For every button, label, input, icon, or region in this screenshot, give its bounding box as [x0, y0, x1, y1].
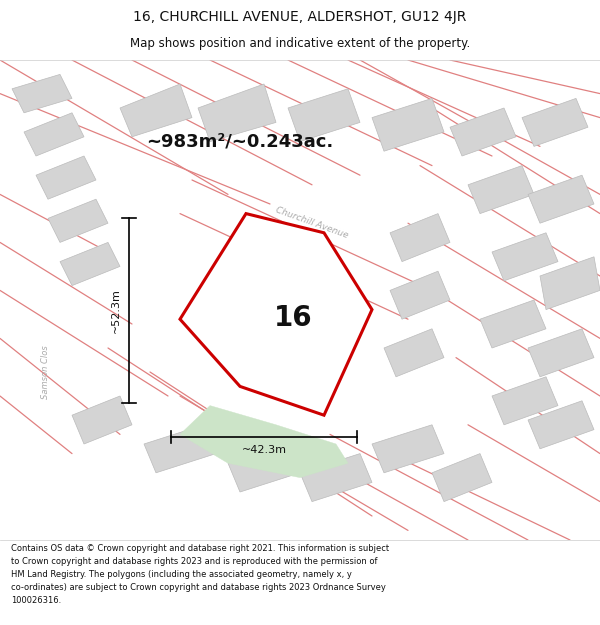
Polygon shape [492, 377, 558, 425]
Polygon shape [468, 166, 534, 214]
Polygon shape [492, 232, 558, 281]
Polygon shape [480, 300, 546, 348]
Polygon shape [528, 329, 594, 377]
Polygon shape [450, 108, 516, 156]
Polygon shape [198, 84, 276, 142]
Polygon shape [144, 425, 216, 472]
Polygon shape [522, 98, 588, 146]
Polygon shape [228, 444, 300, 492]
Polygon shape [36, 156, 96, 199]
Polygon shape [390, 271, 450, 319]
Polygon shape [180, 214, 372, 415]
Text: 16, CHURCHILL AVENUE, ALDERSHOT, GU12 4JR: 16, CHURCHILL AVENUE, ALDERSHOT, GU12 4J… [133, 10, 467, 24]
Text: ~52.3m: ~52.3m [111, 288, 121, 333]
Text: 16: 16 [274, 304, 313, 332]
Polygon shape [390, 214, 450, 262]
Text: Map shows position and indicative extent of the property.: Map shows position and indicative extent… [130, 37, 470, 50]
Polygon shape [48, 199, 108, 242]
Polygon shape [288, 89, 360, 142]
Polygon shape [372, 425, 444, 472]
Polygon shape [120, 84, 192, 137]
Polygon shape [72, 396, 132, 444]
Text: Samson Clos: Samson Clos [41, 345, 49, 399]
Polygon shape [180, 406, 348, 478]
Text: ~42.3m: ~42.3m [241, 445, 286, 455]
Polygon shape [24, 112, 84, 156]
Polygon shape [384, 329, 444, 377]
Text: Contains OS data © Crown copyright and database right 2021. This information is : Contains OS data © Crown copyright and d… [11, 544, 389, 604]
Polygon shape [540, 257, 600, 309]
Polygon shape [432, 454, 492, 502]
Polygon shape [60, 242, 120, 286]
Polygon shape [12, 74, 72, 112]
Polygon shape [528, 175, 594, 223]
Polygon shape [528, 401, 594, 449]
Text: ~983m²/~0.243ac.: ~983m²/~0.243ac. [146, 132, 334, 151]
Polygon shape [372, 98, 444, 151]
Polygon shape [300, 454, 372, 502]
Text: Churchill Avenue: Churchill Avenue [274, 206, 350, 241]
